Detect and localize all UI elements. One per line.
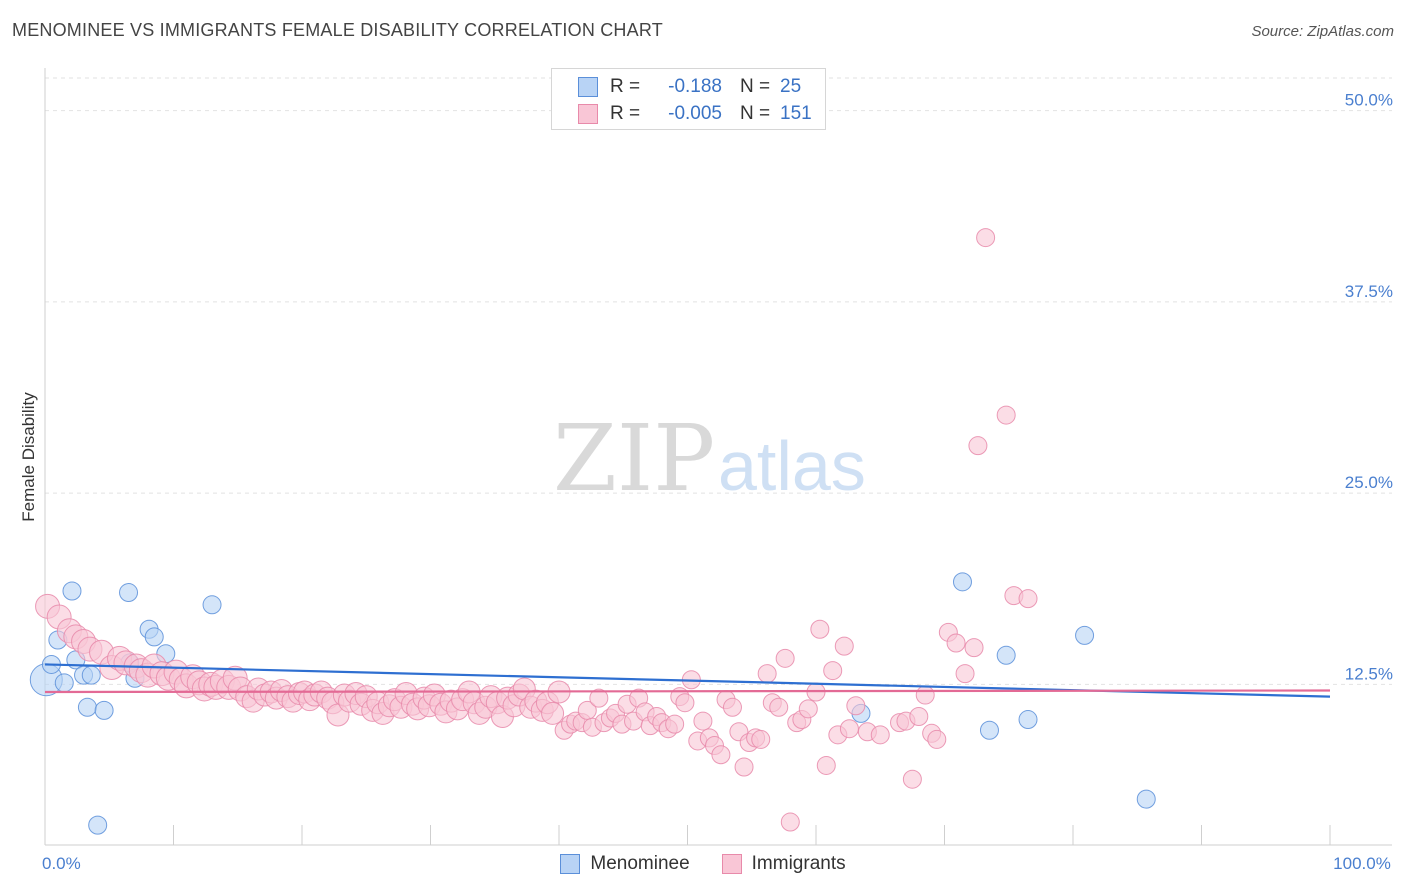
- data-point: [846, 696, 866, 716]
- data-point: [915, 685, 935, 705]
- data-point: [996, 405, 1016, 425]
- data-point: [816, 755, 836, 775]
- data-point: [1018, 589, 1038, 609]
- data-point: [62, 581, 82, 601]
- trend-lines: [44, 663, 1331, 698]
- data-point: [976, 228, 996, 248]
- r-value: -0.188: [668, 76, 722, 97]
- correlation-legend: R = -0.188 N = 25 R = -0.005 N = 151: [551, 68, 826, 130]
- legend-item-menominee[interactable]: Menominee: [560, 853, 690, 875]
- data-point: [711, 745, 731, 765]
- data-point: [1136, 789, 1156, 809]
- n-label: N =: [740, 76, 771, 97]
- grid-lines: [45, 77, 1392, 685]
- series-immigrants: [35, 228, 1038, 832]
- data-point: [757, 664, 777, 684]
- data-point: [734, 757, 754, 777]
- data-point: [968, 436, 988, 456]
- y-tick-label: 37.5%: [1345, 282, 1393, 301]
- legend-item-immigrants[interactable]: Immigrants: [721, 853, 846, 875]
- data-point: [775, 648, 795, 668]
- legend-row-immigrants: R = -0.005 N = 151: [552, 101, 812, 127]
- data-point: [979, 720, 999, 740]
- legend-label-menominee: Menominee: [590, 853, 690, 874]
- data-points: [29, 228, 1156, 835]
- axis-labels: Female Disability 12.5% 25.0% 37.5% 50.0% 0.…: [19, 91, 1393, 873]
- data-point: [955, 664, 975, 684]
- y-axis-label: Female Disability: [19, 392, 38, 522]
- data-point: [81, 665, 101, 685]
- n-label: N =: [740, 103, 771, 124]
- menominee-legend-swatch: [560, 854, 581, 874]
- data-point: [589, 688, 609, 708]
- data-point: [927, 729, 947, 749]
- data-point: [722, 697, 742, 717]
- y-tick-label: 12.5%: [1345, 664, 1393, 683]
- x-tick-label: 100.0%: [1333, 854, 1391, 873]
- data-point: [665, 714, 685, 734]
- watermark-atlas: atlas: [718, 427, 866, 505]
- data-point: [751, 729, 771, 749]
- immigrants-legend-swatch: [721, 854, 742, 874]
- data-point: [77, 697, 97, 717]
- data-point: [798, 699, 818, 719]
- axes: [44, 68, 1392, 846]
- data-point: [823, 661, 843, 681]
- data-point: [54, 673, 74, 693]
- menominee-swatch: [578, 77, 598, 97]
- data-point: [94, 700, 114, 720]
- data-point: [952, 572, 972, 592]
- data-point: [964, 638, 984, 658]
- data-point: [675, 693, 695, 713]
- data-point: [810, 619, 830, 639]
- data-point: [769, 697, 789, 717]
- data-point: [1018, 710, 1038, 730]
- source-label: Source: ZipAtlas.com: [1251, 23, 1394, 40]
- data-point: [996, 645, 1016, 665]
- data-point: [1075, 625, 1095, 645]
- y-tick-label: 50.0%: [1345, 91, 1393, 110]
- data-point: [839, 719, 859, 739]
- data-point: [834, 636, 854, 656]
- series-legend: Menominee Immigrants: [0, 851, 1406, 877]
- chart-title: MENOMINEE VS IMMIGRANTS FEMALE DISABILIT…: [12, 20, 663, 40]
- data-point: [902, 769, 922, 789]
- immigrants-swatch: [578, 104, 598, 124]
- data-point: [119, 583, 139, 603]
- x-tick-label: 0.0%: [42, 854, 81, 873]
- legend-label-immigrants: Immigrants: [751, 853, 846, 874]
- data-point: [144, 627, 164, 647]
- y-tick-label: 25.0%: [1345, 473, 1393, 492]
- data-point: [870, 725, 890, 745]
- data-point: [909, 706, 929, 726]
- watermark-zip: ZIP: [553, 405, 715, 512]
- trend-line-immigrants: [44, 689, 1331, 694]
- n-value: 151: [780, 103, 812, 124]
- data-point: [541, 701, 565, 725]
- data-point: [202, 595, 222, 615]
- r-label: R =: [610, 76, 641, 97]
- data-point: [88, 815, 108, 835]
- legend-row-menominee: R = -0.188 N = 25: [552, 74, 801, 100]
- data-point: [780, 812, 800, 832]
- r-value: -0.005: [668, 103, 722, 124]
- data-point: [693, 711, 713, 731]
- r-label: R =: [610, 103, 641, 124]
- n-value: 25: [780, 76, 802, 97]
- watermark: ZIP atlas: [553, 405, 866, 512]
- data-point: [946, 633, 966, 653]
